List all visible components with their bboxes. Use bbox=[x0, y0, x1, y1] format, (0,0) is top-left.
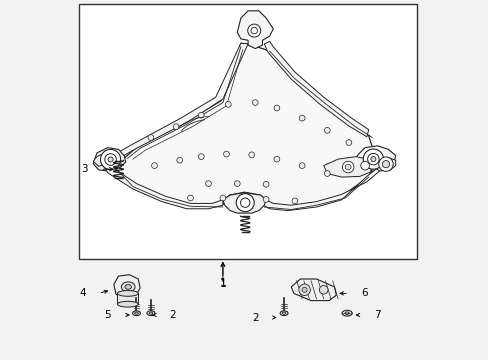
Text: 7: 7 bbox=[373, 310, 380, 320]
Circle shape bbox=[205, 181, 211, 186]
Circle shape bbox=[299, 163, 305, 168]
Circle shape bbox=[291, 198, 297, 204]
Circle shape bbox=[187, 195, 193, 201]
Text: 3: 3 bbox=[81, 164, 88, 174]
Polygon shape bbox=[261, 166, 381, 211]
Polygon shape bbox=[352, 146, 395, 171]
Circle shape bbox=[252, 100, 258, 105]
Circle shape bbox=[302, 287, 306, 292]
Polygon shape bbox=[223, 193, 265, 213]
Ellipse shape bbox=[117, 301, 138, 307]
Bar bbox=[79, 4, 416, 259]
Polygon shape bbox=[101, 43, 377, 208]
Text: 6: 6 bbox=[361, 288, 367, 298]
Circle shape bbox=[248, 152, 254, 158]
Ellipse shape bbox=[342, 310, 351, 316]
Polygon shape bbox=[264, 41, 368, 137]
Circle shape bbox=[225, 102, 231, 107]
Circle shape bbox=[148, 135, 153, 140]
Text: 5: 5 bbox=[104, 310, 111, 320]
Circle shape bbox=[234, 181, 240, 186]
Circle shape bbox=[360, 161, 368, 170]
Circle shape bbox=[273, 156, 279, 162]
Circle shape bbox=[263, 197, 268, 202]
Circle shape bbox=[299, 115, 305, 121]
Circle shape bbox=[324, 127, 329, 133]
Text: 2: 2 bbox=[252, 312, 258, 323]
Circle shape bbox=[378, 157, 392, 171]
Circle shape bbox=[108, 157, 113, 162]
Ellipse shape bbox=[132, 311, 140, 315]
Ellipse shape bbox=[149, 312, 152, 314]
Circle shape bbox=[236, 194, 254, 212]
Circle shape bbox=[367, 153, 378, 165]
Polygon shape bbox=[237, 11, 273, 49]
Circle shape bbox=[370, 157, 375, 162]
Circle shape bbox=[342, 161, 353, 173]
Circle shape bbox=[319, 285, 327, 294]
Circle shape bbox=[273, 105, 279, 111]
Circle shape bbox=[220, 195, 225, 201]
Circle shape bbox=[198, 112, 204, 118]
Ellipse shape bbox=[146, 311, 155, 315]
Circle shape bbox=[240, 198, 249, 207]
Polygon shape bbox=[371, 158, 395, 171]
Polygon shape bbox=[93, 148, 125, 171]
Circle shape bbox=[363, 149, 383, 169]
Circle shape bbox=[173, 124, 179, 130]
Ellipse shape bbox=[117, 291, 138, 296]
Ellipse shape bbox=[125, 284, 131, 289]
Ellipse shape bbox=[121, 282, 135, 292]
Text: 2: 2 bbox=[168, 310, 175, 320]
Polygon shape bbox=[120, 43, 247, 156]
Circle shape bbox=[345, 164, 350, 170]
Circle shape bbox=[177, 157, 182, 163]
Circle shape bbox=[298, 284, 310, 296]
Ellipse shape bbox=[282, 312, 285, 314]
Circle shape bbox=[346, 140, 351, 145]
Ellipse shape bbox=[134, 312, 138, 314]
Polygon shape bbox=[323, 157, 371, 177]
Circle shape bbox=[324, 171, 329, 176]
Ellipse shape bbox=[344, 312, 348, 315]
Text: 4: 4 bbox=[80, 288, 86, 298]
Circle shape bbox=[382, 161, 389, 168]
Text: 1: 1 bbox=[219, 278, 226, 288]
Circle shape bbox=[223, 151, 229, 157]
Polygon shape bbox=[117, 293, 138, 304]
Circle shape bbox=[198, 154, 204, 159]
Circle shape bbox=[151, 163, 157, 168]
Circle shape bbox=[247, 24, 260, 37]
Ellipse shape bbox=[280, 311, 287, 315]
Circle shape bbox=[104, 154, 116, 165]
Polygon shape bbox=[114, 275, 140, 299]
Polygon shape bbox=[291, 279, 336, 301]
Polygon shape bbox=[103, 164, 223, 209]
Circle shape bbox=[250, 27, 257, 34]
Circle shape bbox=[101, 149, 121, 170]
Text: 1: 1 bbox=[219, 279, 226, 289]
Polygon shape bbox=[93, 155, 109, 166]
Circle shape bbox=[263, 181, 268, 187]
